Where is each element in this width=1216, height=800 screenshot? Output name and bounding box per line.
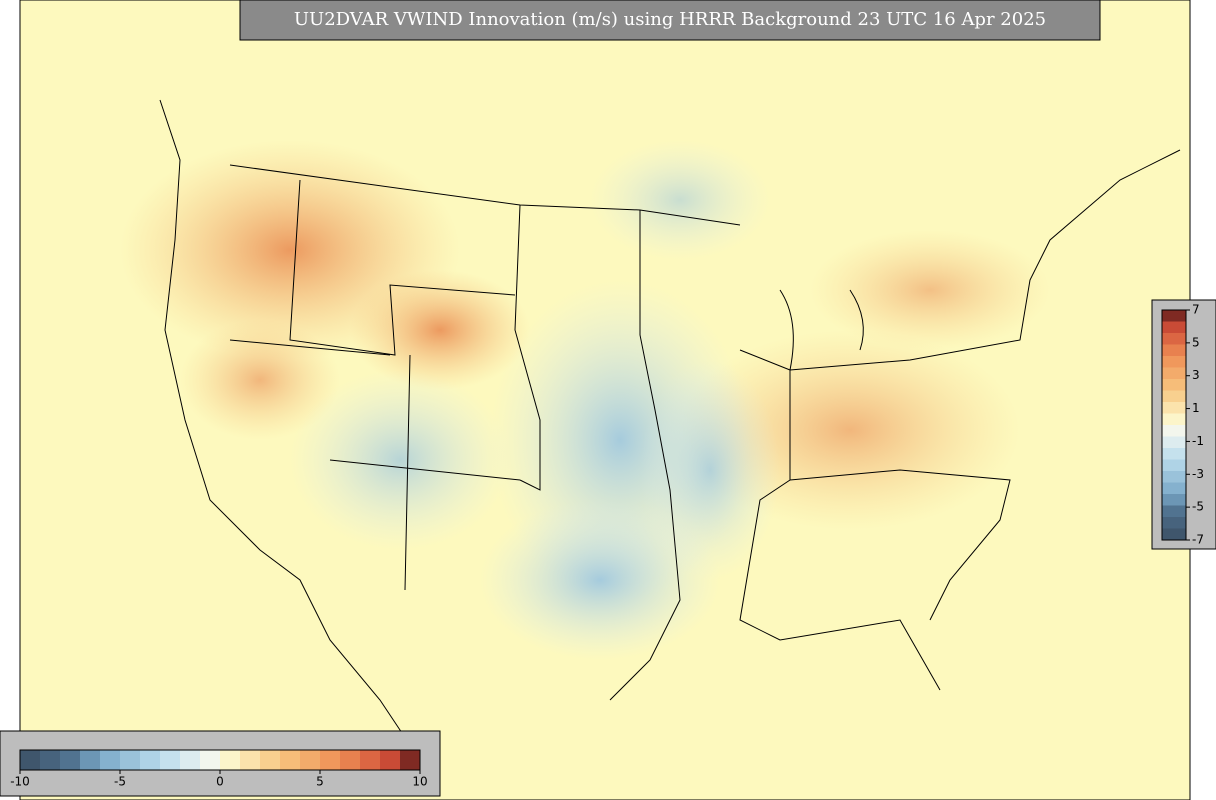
tick-label: 1 xyxy=(1192,401,1200,415)
colorbar-vertical: 7 5 3 1 -1 -3 -5 -7 xyxy=(1151,299,1216,550)
cool-region xyxy=(290,370,510,550)
colorbar-segment xyxy=(60,750,81,770)
colorbar-segment xyxy=(1162,379,1186,391)
tick-label: 3 xyxy=(1192,368,1200,382)
colorbar-segment xyxy=(1162,528,1186,541)
tick-label: 7 xyxy=(1192,303,1200,317)
colorbar-segment xyxy=(320,750,341,770)
colorbar-segment xyxy=(260,750,281,770)
colorbar-segment xyxy=(1162,436,1186,449)
tick-label: -1 xyxy=(1192,434,1204,448)
tick-label: 5 xyxy=(1192,335,1200,349)
warm-region xyxy=(180,320,340,440)
colorbar-segment xyxy=(160,750,181,770)
colorbar-segment xyxy=(1162,505,1186,518)
tick-label: -5 xyxy=(1192,500,1204,514)
tick-label: -10 xyxy=(10,775,30,789)
colorbar-segment xyxy=(1162,517,1186,529)
colorbar-segment xyxy=(1162,321,1186,334)
tick-label: 0 xyxy=(216,775,224,789)
colorbar-segment xyxy=(1162,482,1186,495)
colorbar-segment xyxy=(400,750,421,770)
colorbar-segment xyxy=(20,750,41,770)
cool-region xyxy=(590,140,770,260)
boundaries xyxy=(159,99,1181,761)
colorbar-segment xyxy=(1162,402,1186,414)
colorbar-segment xyxy=(1162,459,1186,472)
tick-label: 10 xyxy=(412,775,427,789)
colorbar-segment xyxy=(220,750,241,770)
map-field xyxy=(19,0,1191,800)
colorbar-segment xyxy=(1162,494,1186,506)
colorbar-segment xyxy=(1162,471,1186,483)
colorbar-segment xyxy=(1162,448,1186,460)
colorbar-segment xyxy=(1162,367,1186,380)
colorbar-segment xyxy=(340,750,361,770)
colorbar-segment xyxy=(280,750,301,770)
title-box: UU2DVAR VWIND Innovation (m/s) using HRR… xyxy=(239,0,1101,41)
colorbar-segment xyxy=(200,750,221,770)
warm-region xyxy=(350,270,530,390)
colorbar-segment xyxy=(1162,390,1186,403)
colorbar-segment xyxy=(180,750,201,770)
colorbar-segment xyxy=(1162,356,1186,368)
colorbar-outline xyxy=(1161,309,1187,541)
colorbar-segment xyxy=(120,750,141,770)
colorbar-segment xyxy=(300,750,321,770)
tick-label: -3 xyxy=(1192,467,1204,481)
colorbar-segment xyxy=(1162,413,1186,426)
tick-label: 5 xyxy=(316,775,324,789)
colorbar-segment xyxy=(40,750,61,770)
tick-label: -7 xyxy=(1192,533,1204,547)
warm-region xyxy=(810,230,1050,350)
cool-region xyxy=(640,360,780,580)
colorbar-segment xyxy=(1162,333,1186,345)
colorbar-horizontal: -10 -5 0 5 10 xyxy=(0,730,441,797)
colorbar-segment xyxy=(1162,310,1186,322)
tick-label: -5 xyxy=(114,775,126,789)
colorbar-segment xyxy=(240,750,261,770)
colorbar-segment xyxy=(1162,425,1186,437)
colorbar-segment xyxy=(1162,344,1186,357)
colorbar-segment xyxy=(100,750,121,770)
colorbar-segment xyxy=(80,750,101,770)
title-background xyxy=(239,0,1101,41)
title: UU2DVAR VWIND Innovation (m/s) using HRR… xyxy=(294,9,1046,30)
colorbar-segment xyxy=(360,750,381,770)
colorbar-segment xyxy=(140,750,161,770)
colorbar-segment xyxy=(380,750,401,770)
